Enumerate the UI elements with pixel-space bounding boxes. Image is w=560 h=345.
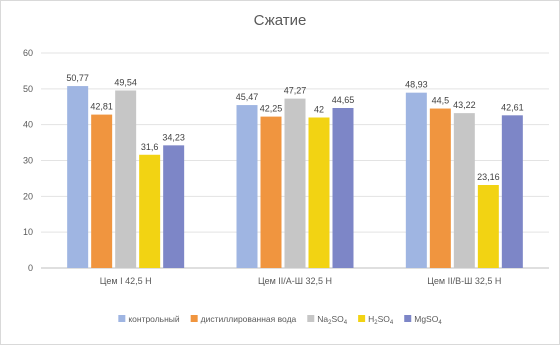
legend-item: дистиллированная вода xyxy=(190,314,297,324)
data-label: 42,25 xyxy=(260,104,283,114)
legend-label-part: SO xyxy=(332,314,345,324)
legend-label: MgSO4 xyxy=(414,314,442,326)
data-label: 45,47 xyxy=(236,92,259,102)
legend: контрольный дистиллированная вода Na2SO4 H2… xyxy=(118,314,442,326)
y-tick-label: 40 xyxy=(23,120,33,130)
bar xyxy=(115,90,137,269)
data-label: 42,81 xyxy=(90,102,113,112)
data-label: 42 xyxy=(314,105,324,115)
bar xyxy=(429,108,451,269)
y-tick-label: 60 xyxy=(23,48,33,58)
legend-item: H2SO4 xyxy=(358,314,394,326)
y-tick-label: 50 xyxy=(23,84,33,94)
legend-label-part: 2 xyxy=(328,320,332,326)
legend-item: контрольный xyxy=(118,314,180,324)
y-tick-label: 10 xyxy=(23,227,33,237)
y-tick-label: 0 xyxy=(28,263,33,273)
legend-label-part: H xyxy=(368,314,374,324)
chart-title: Сжатие xyxy=(254,12,307,29)
legend-item: Na2SO4 xyxy=(307,314,348,326)
data-label: 34,23 xyxy=(162,132,185,142)
data-label: 43,22 xyxy=(453,100,476,110)
bar xyxy=(405,92,427,268)
bar xyxy=(453,113,475,269)
x-category-label: Цем II/А-Ш 32,5 Н xyxy=(258,276,332,286)
bar xyxy=(501,115,523,268)
legend-swatch xyxy=(307,315,315,322)
bar xyxy=(260,116,282,269)
legend-label-part: 4 xyxy=(344,320,348,326)
bar xyxy=(284,98,306,268)
data-label: 48,93 xyxy=(405,80,428,90)
legend-item: MgSO4 xyxy=(404,314,442,326)
legend-label-part: Na xyxy=(317,314,328,324)
legend-swatch xyxy=(118,315,126,322)
legend-swatch xyxy=(404,315,412,322)
legend-label-part: MgSO xyxy=(414,314,438,324)
bar xyxy=(308,117,330,268)
legend-label: H2SO4 xyxy=(368,314,394,326)
y-tick-label: 30 xyxy=(23,156,33,166)
legend-label-part: 2 xyxy=(374,320,378,326)
bar xyxy=(236,105,258,269)
x-category-label: Цем II/В-Ш 32,5 Н xyxy=(427,276,501,286)
bar xyxy=(139,154,161,268)
bars xyxy=(67,86,523,269)
legend-label-part: 4 xyxy=(390,320,394,326)
legend-label-part: 4 xyxy=(438,320,442,326)
data-label: 31,6 xyxy=(141,142,159,152)
bar xyxy=(91,114,113,268)
y-tick-label: 20 xyxy=(23,191,33,201)
legend-label: Na2SO4 xyxy=(317,314,348,326)
y-axis-ticks: 0 10 20 30 40 50 60 xyxy=(23,48,33,273)
bar xyxy=(477,185,499,268)
legend-label: дистиллированная вода xyxy=(201,314,297,324)
x-axis-categories: Цем I 42,5 Н Цем II/А-Ш 32,5 Н Цем II/В-Ш … xyxy=(100,276,502,286)
data-label: 44,65 xyxy=(332,95,355,105)
legend-label-part: контрольный xyxy=(128,314,180,324)
data-label: 47,27 xyxy=(284,86,307,96)
bar xyxy=(67,86,89,269)
legend-label: контрольный xyxy=(128,314,180,324)
data-label: 50,77 xyxy=(66,73,89,83)
bar xyxy=(332,108,354,268)
data-label: 23,16 xyxy=(477,172,500,182)
x-category-label: Цем I 42,5 Н xyxy=(100,276,152,286)
legend-label-part: SO xyxy=(378,314,391,324)
data-label: 49,54 xyxy=(114,77,137,87)
legend-swatch xyxy=(190,315,198,322)
legend-swatch xyxy=(358,315,366,322)
data-label: 44,5 xyxy=(432,96,450,106)
data-label: 42,61 xyxy=(501,102,524,112)
legend-label-part: дистиллированная вода xyxy=(201,314,297,324)
bar xyxy=(163,145,185,268)
